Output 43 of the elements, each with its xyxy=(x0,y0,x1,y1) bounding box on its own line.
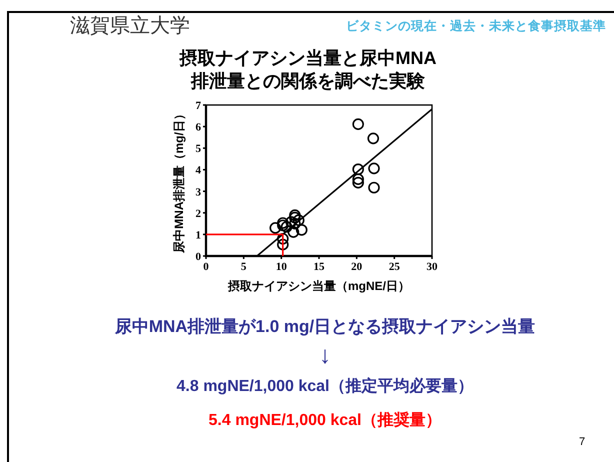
x-tick-label: 25 xyxy=(388,261,400,273)
point xyxy=(352,173,364,186)
x-tick-label: 15 xyxy=(314,261,325,273)
x-tick-label: 10 xyxy=(276,261,288,273)
point xyxy=(277,220,289,232)
y-tick-label: 7 xyxy=(196,100,202,112)
text: 7 xyxy=(578,436,586,448)
y-tick-label: 2 xyxy=(196,208,202,220)
point xyxy=(368,162,380,174)
y-tick-label: 5 xyxy=(196,143,202,156)
x-tick-label: 0 xyxy=(203,261,210,273)
chart-title: 摂取ナイアシン当量と尿中MNA 排泄量との関係を調べた実験 xyxy=(178,48,436,91)
point xyxy=(277,217,289,229)
text: 尿中MNA排泄量が1.0 mg/日となる摂取ナイアシン当量 xyxy=(114,317,536,336)
x-tick-label: 20 xyxy=(351,261,363,273)
y-axis-title: 尿中MNA排泄量（mg/日） xyxy=(172,108,186,254)
point xyxy=(352,163,364,176)
y-tick-label: 3 xyxy=(196,186,202,198)
point xyxy=(296,224,308,236)
point xyxy=(277,238,289,250)
point xyxy=(368,182,380,194)
y-tick-label: 6 xyxy=(196,122,202,134)
point xyxy=(289,209,301,222)
text: 5.4 mgNE/1,000 kcal（推奨量） xyxy=(208,411,442,429)
point xyxy=(289,212,301,224)
point xyxy=(367,132,380,144)
point xyxy=(270,222,282,234)
point xyxy=(352,118,364,130)
x-tick-label: 30 xyxy=(426,261,438,273)
point xyxy=(280,221,292,233)
text: 4.8 mgNE/1,000 kcal（推定平均必要量） xyxy=(176,377,474,395)
y-tick-label: 0 xyxy=(196,251,202,263)
point xyxy=(292,214,304,226)
point xyxy=(352,176,364,188)
text: ↓ xyxy=(319,342,331,369)
point xyxy=(288,226,300,238)
y-tick-label: 1 xyxy=(196,229,201,242)
x-axis-title: 摂取ナイアシン当量（mgNE/日） xyxy=(226,279,410,293)
y-tick-label: 4 xyxy=(196,164,202,177)
x-tick-label: 5 xyxy=(240,261,247,273)
text: ビタミンの現在・過去・未来と食事摂取基準 xyxy=(346,19,606,33)
point xyxy=(277,232,289,245)
text: 滋賀県立大学 xyxy=(70,15,190,37)
